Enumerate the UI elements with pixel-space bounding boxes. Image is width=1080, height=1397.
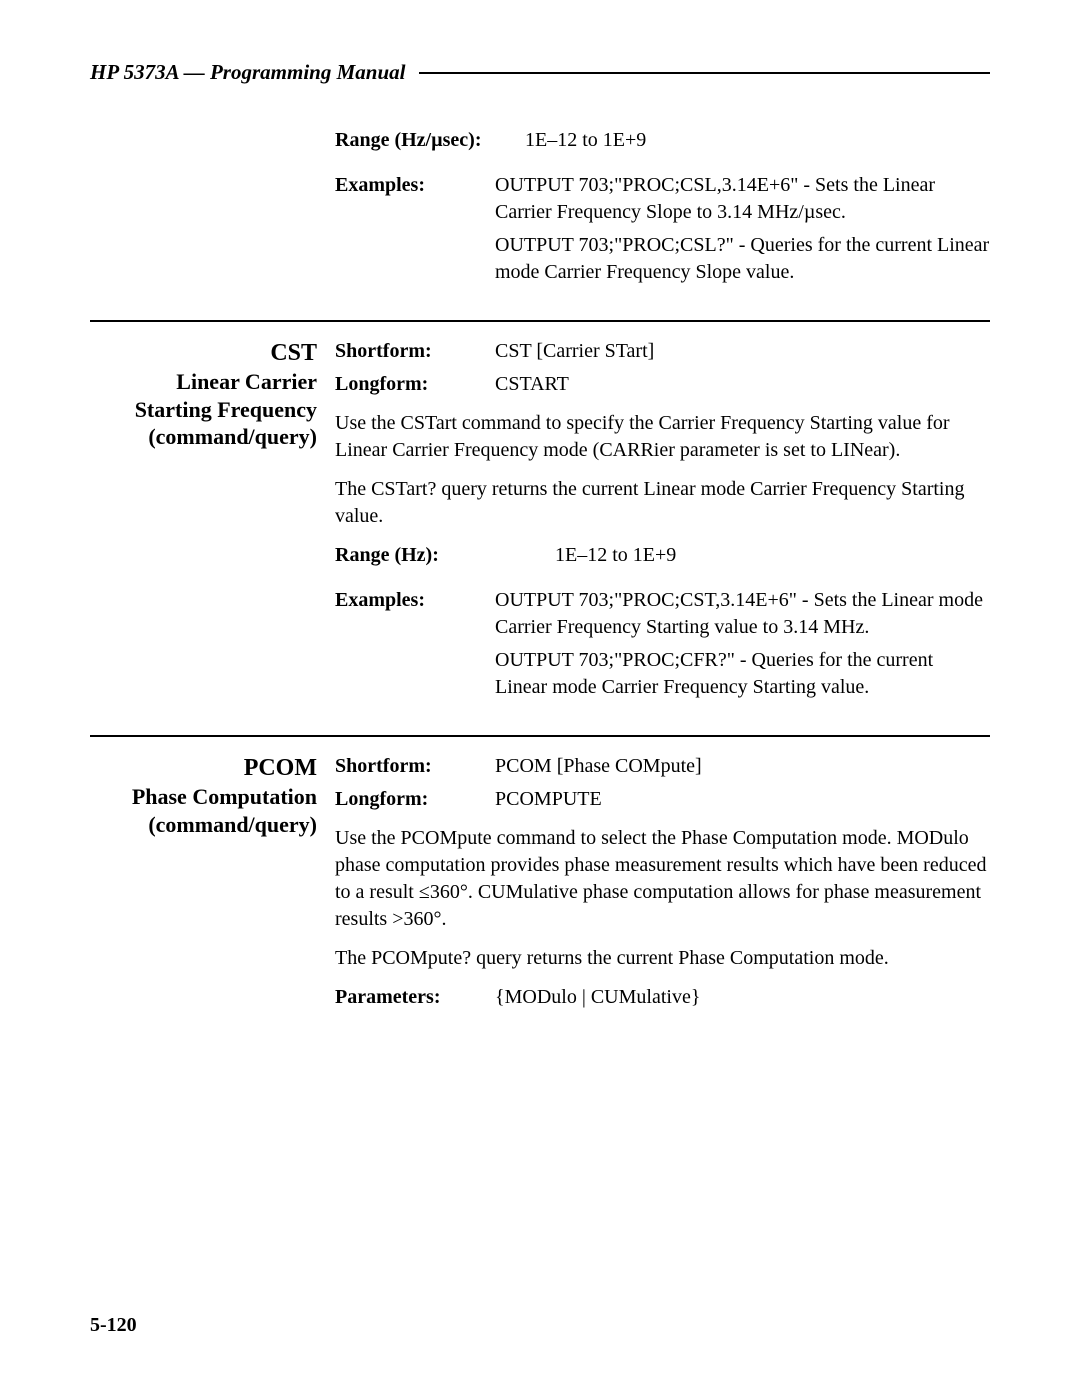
top-examples: Examples: OUTPUT 703;"PROC;CSL,3.14E+6" … [335, 172, 990, 226]
cst-example-1: OUTPUT 703;"PROC;CST,3.14E+6" - Sets the… [495, 587, 990, 641]
cst-example-2: OUTPUT 703;"PROC;CFR?" - Queries for the… [495, 647, 990, 701]
pcom-desc-1: Use the PCOMpute command to select the P… [335, 825, 990, 933]
pcom-params: Parameters: {MODulo | CUMulative} [335, 984, 990, 1011]
cst-longform-value: CSTART [495, 371, 990, 398]
top-example-2: OUTPUT 703;"PROC;CSL?" - Queries for the… [495, 232, 990, 286]
top-range-label: Range (Hz/µsec): [335, 127, 495, 154]
cst-title-2: Starting Frequency [90, 396, 317, 424]
pcom-desc-2: The PCOMpute? query returns the current … [335, 945, 990, 972]
header-title: HP 5373A — Programming Manual [90, 60, 405, 85]
section-top-body: Range (Hz/µsec): 1E–12 to 1E+9 Examples:… [335, 127, 990, 292]
page-number: 5-120 [90, 1314, 137, 1337]
top-example-1: OUTPUT 703;"PROC;CSL,3.14E+6" - Sets the… [495, 172, 990, 226]
pcom-shortform: Shortform: PCOM [Phase COMpute] [335, 753, 990, 780]
section-divider-1 [90, 320, 990, 322]
pcom-longform-label: Longform: [335, 786, 495, 813]
cst-example-2-row: OUTPUT 703;"PROC;CFR?" - Queries for the… [335, 647, 990, 701]
pcom-side: PCOM Phase Computation (command/query) [90, 753, 335, 838]
page: HP 5373A — Programming Manual Range (Hz/… [0, 0, 1080, 1397]
cst-range-value: 1E–12 to 1E+9 [495, 542, 990, 569]
top-example-2-row: OUTPUT 703;"PROC;CSL?" - Queries for the… [335, 232, 990, 286]
cst-code: CST [90, 338, 317, 368]
cst-desc-1: Use the CSTart command to specify the Ca… [335, 410, 990, 464]
pcom-type: (command/query) [90, 811, 317, 839]
section-divider-2 [90, 735, 990, 737]
cst-body: Shortform: CST [Carrier STart] Longform:… [335, 338, 990, 707]
cst-examples-label: Examples: [335, 587, 495, 614]
cst-longform-label: Longform: [335, 371, 495, 398]
cst-shortform-value: CST [Carrier STart] [495, 338, 990, 365]
cst-shortform-label: Shortform: [335, 338, 495, 365]
pcom-shortform-label: Shortform: [335, 753, 495, 780]
pcom-longform: Longform: PCOMPUTE [335, 786, 990, 813]
section-pcom: PCOM Phase Computation (command/query) S… [90, 753, 990, 1017]
cst-desc-2: The CSTart? query returns the current Li… [335, 476, 990, 530]
cst-longform: Longform: CSTART [335, 371, 990, 398]
cst-type: (command/query) [90, 423, 317, 451]
pcom-params-value: {MODulo | CUMulative} [495, 984, 990, 1011]
pcom-params-label: Parameters: [335, 984, 495, 1011]
section-top: Range (Hz/µsec): 1E–12 to 1E+9 Examples:… [90, 127, 990, 292]
cst-range: Range (Hz): 1E–12 to 1E+9 [335, 542, 990, 569]
cst-side: CST Linear Carrier Starting Frequency (c… [90, 338, 335, 451]
cst-title-1: Linear Carrier [90, 368, 317, 396]
cst-range-label: Range (Hz): [335, 542, 495, 569]
header-rule [419, 72, 990, 74]
top-examples-label: Examples: [335, 172, 495, 199]
pcom-title: Phase Computation [90, 783, 317, 811]
pcom-body: Shortform: PCOM [Phase COMpute] Longform… [335, 753, 990, 1017]
pcom-code: PCOM [90, 753, 317, 783]
cst-shortform: Shortform: CST [Carrier STart] [335, 338, 990, 365]
top-range: Range (Hz/µsec): 1E–12 to 1E+9 [335, 127, 990, 154]
pcom-longform-value: PCOMPUTE [495, 786, 990, 813]
pcom-shortform-value: PCOM [Phase COMpute] [495, 753, 990, 780]
page-header: HP 5373A — Programming Manual [90, 60, 990, 87]
section-cst: CST Linear Carrier Starting Frequency (c… [90, 338, 990, 707]
top-range-value: 1E–12 to 1E+9 [495, 127, 990, 154]
cst-examples: Examples: OUTPUT 703;"PROC;CST,3.14E+6" … [335, 587, 990, 641]
